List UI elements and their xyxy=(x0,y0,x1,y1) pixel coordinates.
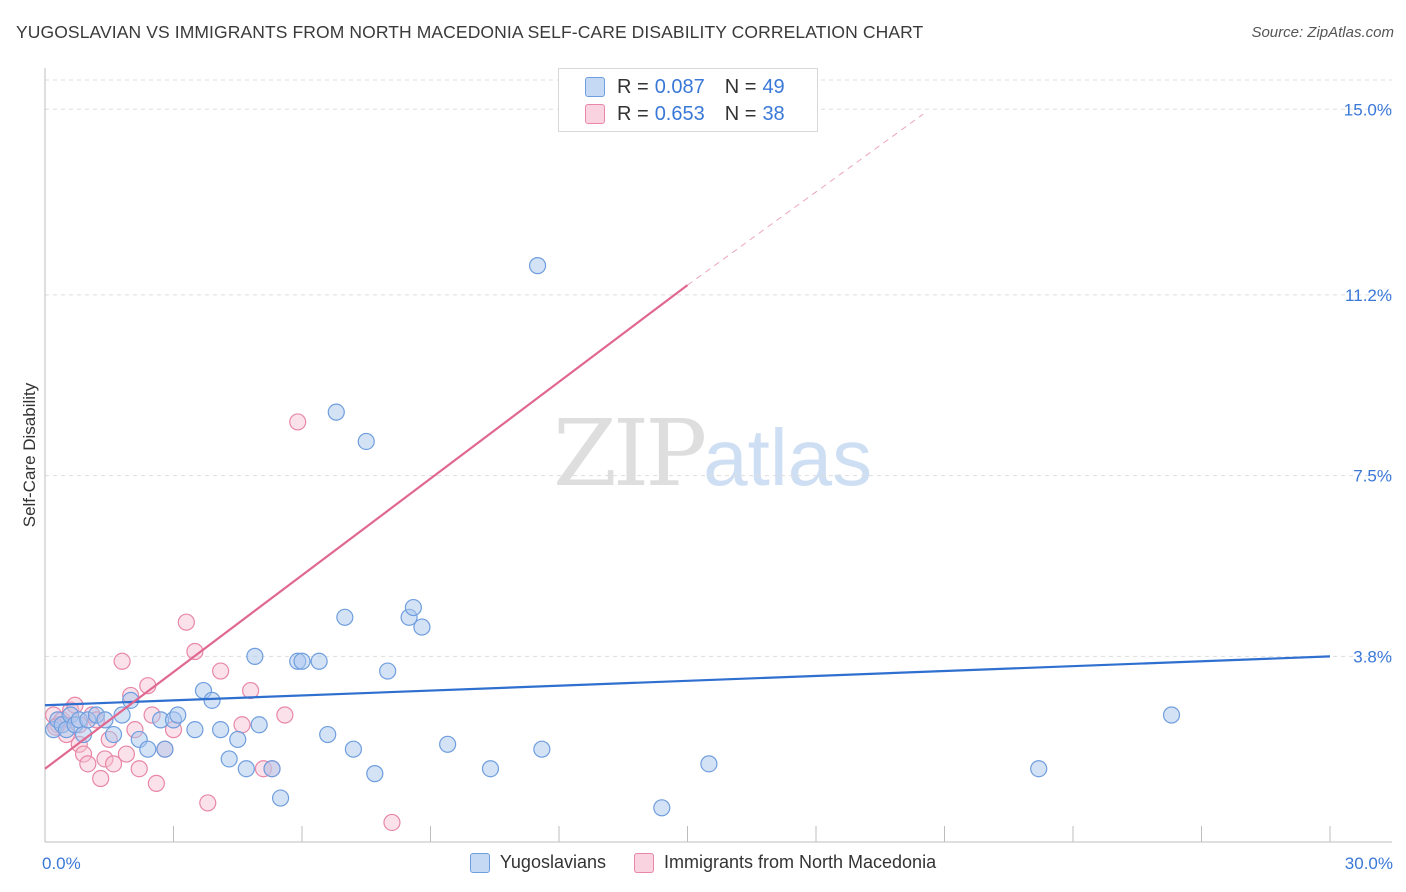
data-point-north-macedonia xyxy=(96,750,114,768)
legend-row-north-macedonia: R = 0.653 N = 38 xyxy=(585,101,785,127)
data-point-north-macedonia xyxy=(233,716,251,734)
data-point-yugoslavians xyxy=(327,403,345,421)
legend-n-label: N = xyxy=(724,102,757,125)
legend-swatch-blue xyxy=(585,77,605,97)
data-point-yugoslavians xyxy=(653,799,671,817)
data-point-north-macedonia xyxy=(117,745,135,763)
data-point-yugoslavians xyxy=(156,740,174,758)
legend-r-label: R = xyxy=(617,102,649,125)
data-point-yugoslavians xyxy=(293,652,311,670)
data-point-yugoslavians xyxy=(344,740,362,758)
data-point-north-macedonia xyxy=(177,613,195,631)
correlation-legend: R = 0.087 N = 49 R = 0.653 N = 38 xyxy=(558,68,818,132)
trend-line-north-macedonia xyxy=(44,284,689,770)
data-point-yugoslavians xyxy=(104,725,123,744)
data-point-north-macedonia xyxy=(383,813,401,832)
series-label-yugoslavians: Yugoslavians xyxy=(499,852,606,872)
series-swatch-pink xyxy=(633,852,654,873)
legend-row-yugoslavians: R = 0.087 N = 49 xyxy=(585,74,785,100)
legend-n-label: N = xyxy=(724,75,757,98)
data-point-yugoslavians xyxy=(113,706,131,724)
data-point-yugoslavians xyxy=(1030,760,1048,778)
series-legend-north-macedonia[interactable]: Immigrants from North Macedonia xyxy=(633,852,937,873)
legend-swatch-pink xyxy=(585,104,605,124)
legend-r-value: 0.653 xyxy=(654,102,705,125)
data-point-north-macedonia xyxy=(130,760,148,778)
data-point-north-macedonia xyxy=(276,706,294,724)
data-point-north-macedonia xyxy=(113,652,131,670)
series-swatch-blue xyxy=(469,852,490,873)
data-point-north-macedonia xyxy=(147,774,165,792)
data-point-yugoslavians xyxy=(700,755,718,773)
series-label-north-macedonia: Immigrants from North Macedonia xyxy=(663,852,937,872)
data-point-north-macedonia xyxy=(92,769,110,788)
chart-title: YUGOSLAVIAN VS IMMIGRANTS FROM NORTH MAC… xyxy=(16,22,924,42)
series-legend: Yugoslavians Immigrants from North Maced… xyxy=(0,852,1406,873)
y-axis-label: Self-Care Disability xyxy=(20,382,39,528)
data-point-yugoslavians xyxy=(96,711,114,729)
legend-n-value: 49 xyxy=(762,75,785,98)
data-point-yugoslavians xyxy=(122,691,140,709)
legend-n-value: 38 xyxy=(762,102,785,125)
data-point-yugoslavians xyxy=(439,735,457,753)
data-point-yugoslavians xyxy=(533,740,551,758)
data-point-yugoslavians xyxy=(357,432,375,451)
data-point-yugoslavians xyxy=(263,760,281,778)
source-credit: Source: ZipAtlas.com xyxy=(1251,24,1394,41)
y-tick-label: 7.5% xyxy=(1353,467,1392,486)
data-point-yugoslavians xyxy=(336,608,354,626)
data-point-yugoslavians xyxy=(203,691,221,709)
data-point-north-macedonia xyxy=(212,662,230,680)
data-point-yugoslavians xyxy=(250,716,268,734)
data-point-north-macedonia xyxy=(74,745,93,763)
data-point-yugoslavians xyxy=(186,721,204,739)
data-point-yugoslavians xyxy=(271,789,290,807)
data-point-north-macedonia xyxy=(104,755,123,773)
series-legend-yugoslavians[interactable]: Yugoslavians xyxy=(469,852,606,873)
data-point-yugoslavians xyxy=(1162,706,1181,724)
watermark: ZIPatlas xyxy=(553,400,872,507)
legend-r-value: 0.087 xyxy=(654,75,705,98)
x-tick-label: 0.0% xyxy=(42,854,81,873)
trend-line-yugoslavians xyxy=(44,655,1331,707)
data-point-yugoslavians xyxy=(139,740,157,758)
watermark-atlas: atlas xyxy=(703,413,873,502)
data-point-yugoslavians xyxy=(229,730,247,749)
y-tick-label: 11.2% xyxy=(1345,286,1392,305)
data-point-yugoslavians xyxy=(413,618,431,636)
data-point-north-macedonia xyxy=(242,681,260,700)
data-point-yugoslavians xyxy=(404,598,422,617)
y-tick-label: 3.8% xyxy=(1353,647,1392,666)
data-point-yugoslavians xyxy=(220,750,238,768)
data-point-north-macedonia xyxy=(79,755,97,773)
data-point-north-macedonia xyxy=(199,794,217,812)
data-point-north-macedonia xyxy=(186,642,204,661)
data-point-yugoslavians xyxy=(310,652,328,670)
legend-r-label: R = xyxy=(617,75,649,98)
x-tick-label: 30.0% xyxy=(1345,854,1393,873)
data-point-yugoslavians xyxy=(379,662,397,680)
trend-line-north-macedonia-extrapolated xyxy=(687,113,924,286)
data-point-yugoslavians xyxy=(528,257,547,275)
data-point-yugoslavians xyxy=(481,760,500,778)
watermark-zip: ZIP xyxy=(553,400,707,507)
data-point-yugoslavians xyxy=(169,706,187,724)
data-point-yugoslavians xyxy=(246,647,264,665)
y-tick-label: 15.0% xyxy=(1344,100,1392,119)
data-point-yugoslavians xyxy=(237,760,255,778)
data-point-yugoslavians xyxy=(212,721,230,739)
data-point-yugoslavians xyxy=(319,725,337,744)
data-point-yugoslavians xyxy=(366,765,384,783)
data-point-north-macedonia xyxy=(289,413,307,431)
